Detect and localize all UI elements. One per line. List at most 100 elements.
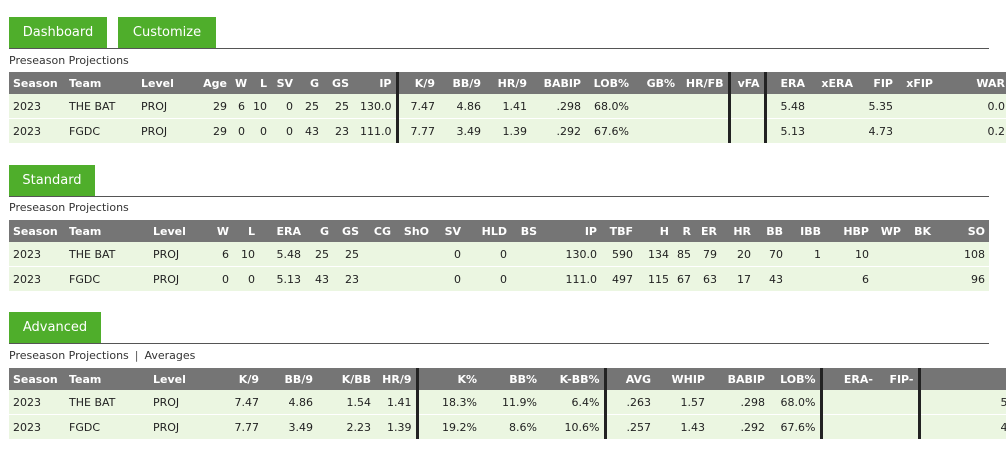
col-header-gs[interactable]: GS	[323, 72, 353, 94]
col-header-bs[interactable]: BS	[511, 220, 541, 242]
col-header-gb-pct[interactable]: GB%	[633, 72, 679, 94]
cell-hr-per-9: 1.39	[485, 118, 531, 143]
col-header-k-per-bb[interactable]: K/BB	[317, 368, 375, 390]
col-header-w[interactable]: W	[203, 220, 233, 242]
col-header-fip[interactable]: FIP-	[877, 368, 919, 390]
col-header-ibb[interactable]: IBB	[787, 220, 825, 242]
caption-separator: |	[134, 349, 139, 362]
col-header-season[interactable]: Season	[9, 220, 65, 242]
col-header-hr[interactable]: HR	[721, 220, 755, 242]
cell-era: 5.48	[763, 94, 809, 119]
cell-gs: 25	[345, 247, 359, 261]
col-header-bb-per-9[interactable]: BB/9	[439, 72, 485, 94]
col-header-er[interactable]: ER	[695, 220, 721, 242]
col-header-era[interactable]: ERA	[259, 220, 305, 242]
col-header-w[interactable]: W	[231, 72, 249, 94]
col-header-hr-per-9[interactable]: HR/9	[485, 72, 531, 94]
col-header-bk[interactable]: BK	[905, 220, 935, 242]
col-header-bb[interactable]: BB	[755, 220, 787, 242]
cell-level: PROJ	[141, 99, 168, 113]
col-header-bb-pct[interactable]: BB%	[481, 368, 541, 390]
col-header-level[interactable]: Level	[149, 368, 205, 390]
col-header-xfip[interactable]: xFIP	[897, 72, 937, 94]
col-header-era[interactable]: ERA	[763, 72, 809, 94]
col-header-sho[interactable]: ShO	[395, 220, 433, 242]
col-header-gs[interactable]: GS	[333, 220, 363, 242]
cell-bb-per-9: 4.86	[288, 395, 314, 409]
col-header-sv[interactable]: SV	[271, 72, 297, 94]
table-row: 2023 THE BAT PROJ 6 10 5.48 25 25 0 0 130.0 590 134 8…	[9, 242, 989, 267]
col-header-k-per-9[interactable]: K/9	[205, 368, 263, 390]
col-header-level[interactable]: Level	[137, 72, 193, 94]
col-header-ip[interactable]: IP	[353, 72, 397, 94]
cell-k-bb-pct: 6.4%	[571, 395, 600, 409]
col-header-k-per-9[interactable]: K/9	[395, 72, 439, 94]
advanced-table: Season Team Level K/9 BB/9 K/BB HR/9 K% BB% K-BB%…	[9, 368, 1006, 439]
cell-cg	[363, 242, 395, 267]
col-header-g[interactable]: G	[305, 220, 333, 242]
col-header-bb-per-9[interactable]: BB/9	[263, 368, 317, 390]
col-header-vfa[interactable]: vFA	[727, 72, 765, 94]
cell-season: 2023	[13, 247, 41, 261]
col-header-xera[interactable]: xERA	[809, 72, 857, 94]
col-header-avg[interactable]: AVG	[603, 368, 655, 390]
col-header-season[interactable]: Season	[9, 72, 65, 94]
col-header-babip[interactable]: BABIP	[531, 72, 585, 94]
cell-k-per-9: 7.77	[205, 414, 263, 439]
col-header-k-bb-pct[interactable]: K-BB%	[541, 368, 605, 390]
col-header-whip[interactable]: WHIP	[655, 368, 709, 390]
col-header-ip[interactable]: IP	[541, 220, 601, 242]
col-header-hr-per-9[interactable]: HR/9	[375, 368, 417, 390]
col-header-age[interactable]: Age	[193, 72, 231, 94]
col-header-sv[interactable]: SV	[433, 220, 465, 242]
col-header-lob-pct[interactable]: LOB%	[585, 72, 633, 94]
col-header-team[interactable]: Team	[65, 220, 149, 242]
col-header-fip[interactable]: FIP	[857, 72, 897, 94]
col-header-so[interactable]: SO	[935, 220, 989, 242]
col-header-babip[interactable]: BABIP	[709, 368, 769, 390]
cell-xera	[809, 94, 857, 119]
col-header-season[interactable]: Season	[9, 368, 65, 390]
col-header-r[interactable]: R	[673, 220, 695, 242]
col-header-l[interactable]: L	[233, 220, 259, 242]
cell-bs	[511, 242, 541, 267]
col-header-l[interactable]: L	[249, 72, 271, 94]
col-header-team[interactable]: Team	[65, 368, 149, 390]
col-header-g[interactable]: G	[297, 72, 323, 94]
col-header-h[interactable]: H	[637, 220, 673, 242]
cell-hr-per-9: 1.41	[502, 99, 528, 113]
col-header-era[interactable]: ERA-	[819, 368, 877, 390]
cell-hld: 0	[500, 247, 507, 261]
col-header-team[interactable]: Team	[65, 72, 137, 94]
dashboard-tab[interactable]: Dashboard	[9, 17, 107, 48]
cell-lob-pct: 68.0%	[594, 99, 629, 113]
col-header-tbf[interactable]: TBF	[601, 220, 637, 242]
cell-fip: 5.35	[868, 99, 894, 113]
cell-bb-per-9: 3.49	[439, 118, 485, 143]
cell-hr-per-9: 1.41	[387, 395, 412, 409]
standard-tab[interactable]: Standard	[9, 165, 95, 196]
col-header-hbp[interactable]: HBP	[825, 220, 873, 242]
col-header-level[interactable]: Level	[149, 220, 203, 242]
customize-tab[interactable]: Customize	[118, 17, 216, 48]
cell-vfa	[727, 94, 765, 119]
cell-sv: 0	[286, 99, 293, 113]
col-header-cg[interactable]: CG	[363, 220, 395, 242]
col-header-war[interactable]: WAR	[937, 72, 1006, 94]
col-header-fip[interactable]: FIP	[917, 368, 1006, 390]
advanced-tab[interactable]: Advanced	[9, 312, 101, 343]
cell-avg: .263	[603, 390, 655, 415]
col-header-hld[interactable]: HLD	[465, 220, 511, 242]
cell-fip	[877, 390, 919, 415]
col-header-lob-pct[interactable]: LOB%	[769, 368, 821, 390]
col-header-k-pct[interactable]: K%	[415, 368, 481, 390]
col-header-wp[interactable]: WP	[873, 220, 905, 242]
cell-avg: .257	[603, 414, 655, 439]
cell-so: 96	[935, 266, 989, 291]
col-header-hr-per-fb[interactable]: HR/FB	[679, 72, 729, 94]
cell-g: 43	[297, 118, 323, 143]
cell-whip: 1.43	[655, 414, 709, 439]
cell-lob-pct: 67.6%	[585, 118, 633, 143]
cell-bk	[905, 242, 935, 267]
cell-tbf: 497	[601, 266, 637, 291]
